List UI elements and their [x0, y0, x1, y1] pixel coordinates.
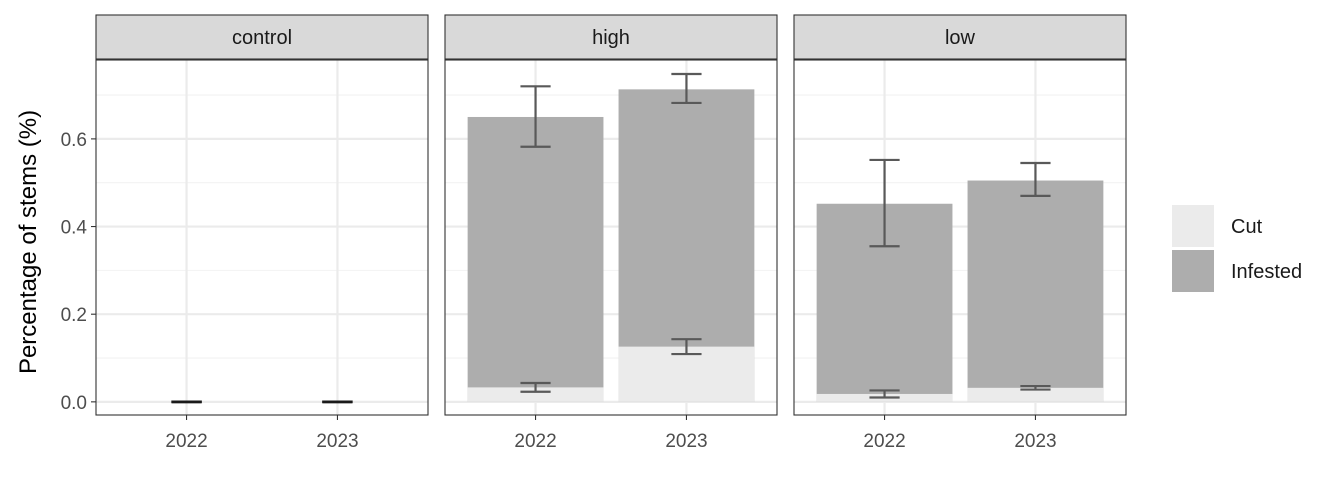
x-tick-label: 2023 [1014, 431, 1056, 452]
y-tick-label: 0.6 [61, 130, 87, 151]
bar-cut-high-2022 [467, 387, 604, 402]
errorbar-infested-low-2023 [1020, 161, 1051, 197]
legend-key [1172, 250, 1214, 292]
facet-strip-label: high [592, 27, 630, 49]
panel-border [444, 59, 778, 416]
bar-infested-low-2023 [967, 180, 1104, 402]
panel-border [95, 59, 429, 416]
legend-label: Cut [1231, 216, 1263, 238]
legend: Cut Infested [1172, 205, 1302, 292]
legend-item-infested: Infested [1172, 250, 1302, 292]
x-tick-label: 2022 [514, 431, 556, 452]
panel-border [793, 59, 1127, 416]
x-tick-label: 2022 [863, 431, 905, 452]
x-tick-label: 2023 [665, 431, 707, 452]
errorbar-cut-high-2022 [520, 381, 551, 393]
y-axis-label: Percentage of stems (%) [15, 110, 42, 374]
errorbar-cut-high-2023 [671, 338, 702, 356]
panel-background [96, 60, 428, 415]
y-tick-label: 0.2 [61, 305, 87, 326]
bar-cut-high-2023 [618, 346, 755, 402]
errorbar-cut-low-2022 [869, 389, 900, 399]
y-tick-label: 0.4 [61, 218, 88, 239]
errorbar-infested-high-2023 [671, 72, 702, 105]
facet-strip [793, 14, 1127, 60]
facet-strip-label: low [945, 27, 976, 49]
bar-infested-high-2022 [467, 116, 604, 402]
legend-key [1172, 205, 1214, 247]
x-tick-label: 2022 [165, 431, 207, 452]
y-tick-label: 0.0 [61, 393, 87, 414]
errorbar-infested-low-2022 [869, 158, 900, 248]
facet-panel-control: control 2022 2023 0.0 0.2 0.4 0.6 [61, 14, 429, 452]
x-tick-label: 2023 [316, 431, 358, 452]
errorbar-cut-low-2023 [1020, 384, 1051, 391]
legend-label: Infested [1231, 261, 1302, 283]
facet-strip-label: control [232, 27, 292, 49]
legend-item-cut: Cut [1172, 205, 1263, 247]
bar-cut-low-2023 [967, 387, 1104, 402]
errorbar-infested-high-2022 [520, 85, 551, 148]
facet-strip [444, 14, 778, 60]
facet-panel-low: low 2022 2023 [793, 14, 1127, 452]
facet-panel-high: high 2022 2023 [444, 14, 778, 452]
facet-strip [95, 14, 429, 60]
